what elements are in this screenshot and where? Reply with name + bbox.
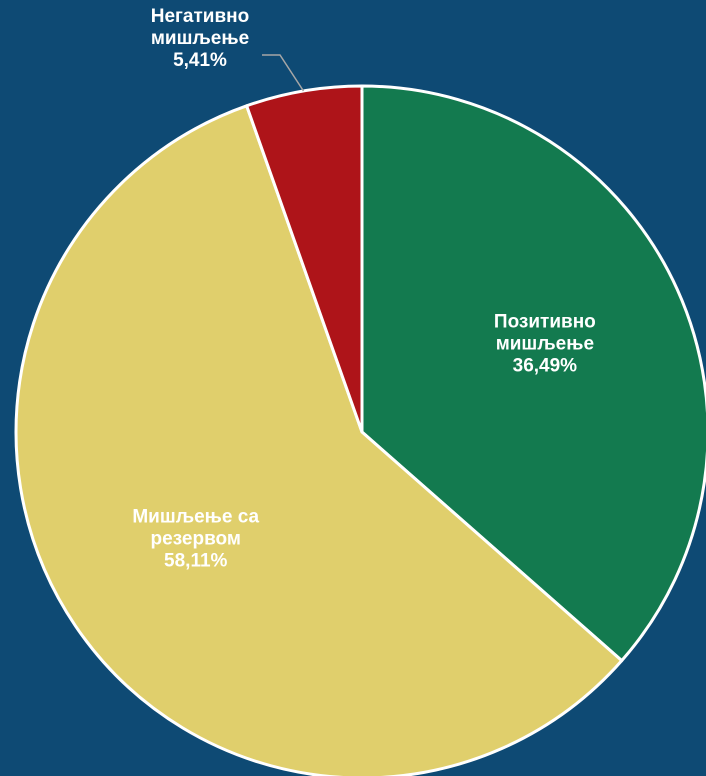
labels-layer: Позитивно мишљење 36,49%Мишљење са резервом… [132,6,595,571]
leader-layer [262,54,305,92]
slice-label-0: Позитивно мишљење 36,49% [494,311,596,376]
slice-percent-label-0: 36,49% [513,355,578,376]
slice-name-line-2-0: Негативно [151,6,250,27]
pie-slice-0 [360,84,706,663]
slice-name-line-1-1: резервом [151,528,241,549]
slice-name-line-0-0: Позитивно [494,311,596,332]
slice-label-2: Негативно мишљење 5,41% [151,6,250,71]
slice-name-line-1-0: Мишљење са [132,506,259,527]
slice-name-line-0-1: мишљење [496,333,594,354]
slice-label-1: Мишљење са резервом 58,11% [132,506,259,571]
slice-percent-label-1: 58,11% [164,550,227,571]
slice-name-line-2-1: мишљење [151,28,249,49]
pie-slice-1 [14,104,624,776]
slices-layer [14,84,706,776]
pie-slice-2 [245,84,364,434]
slice-percent-label-2: 5,41% [173,50,227,71]
leader-line-2 [262,54,305,92]
